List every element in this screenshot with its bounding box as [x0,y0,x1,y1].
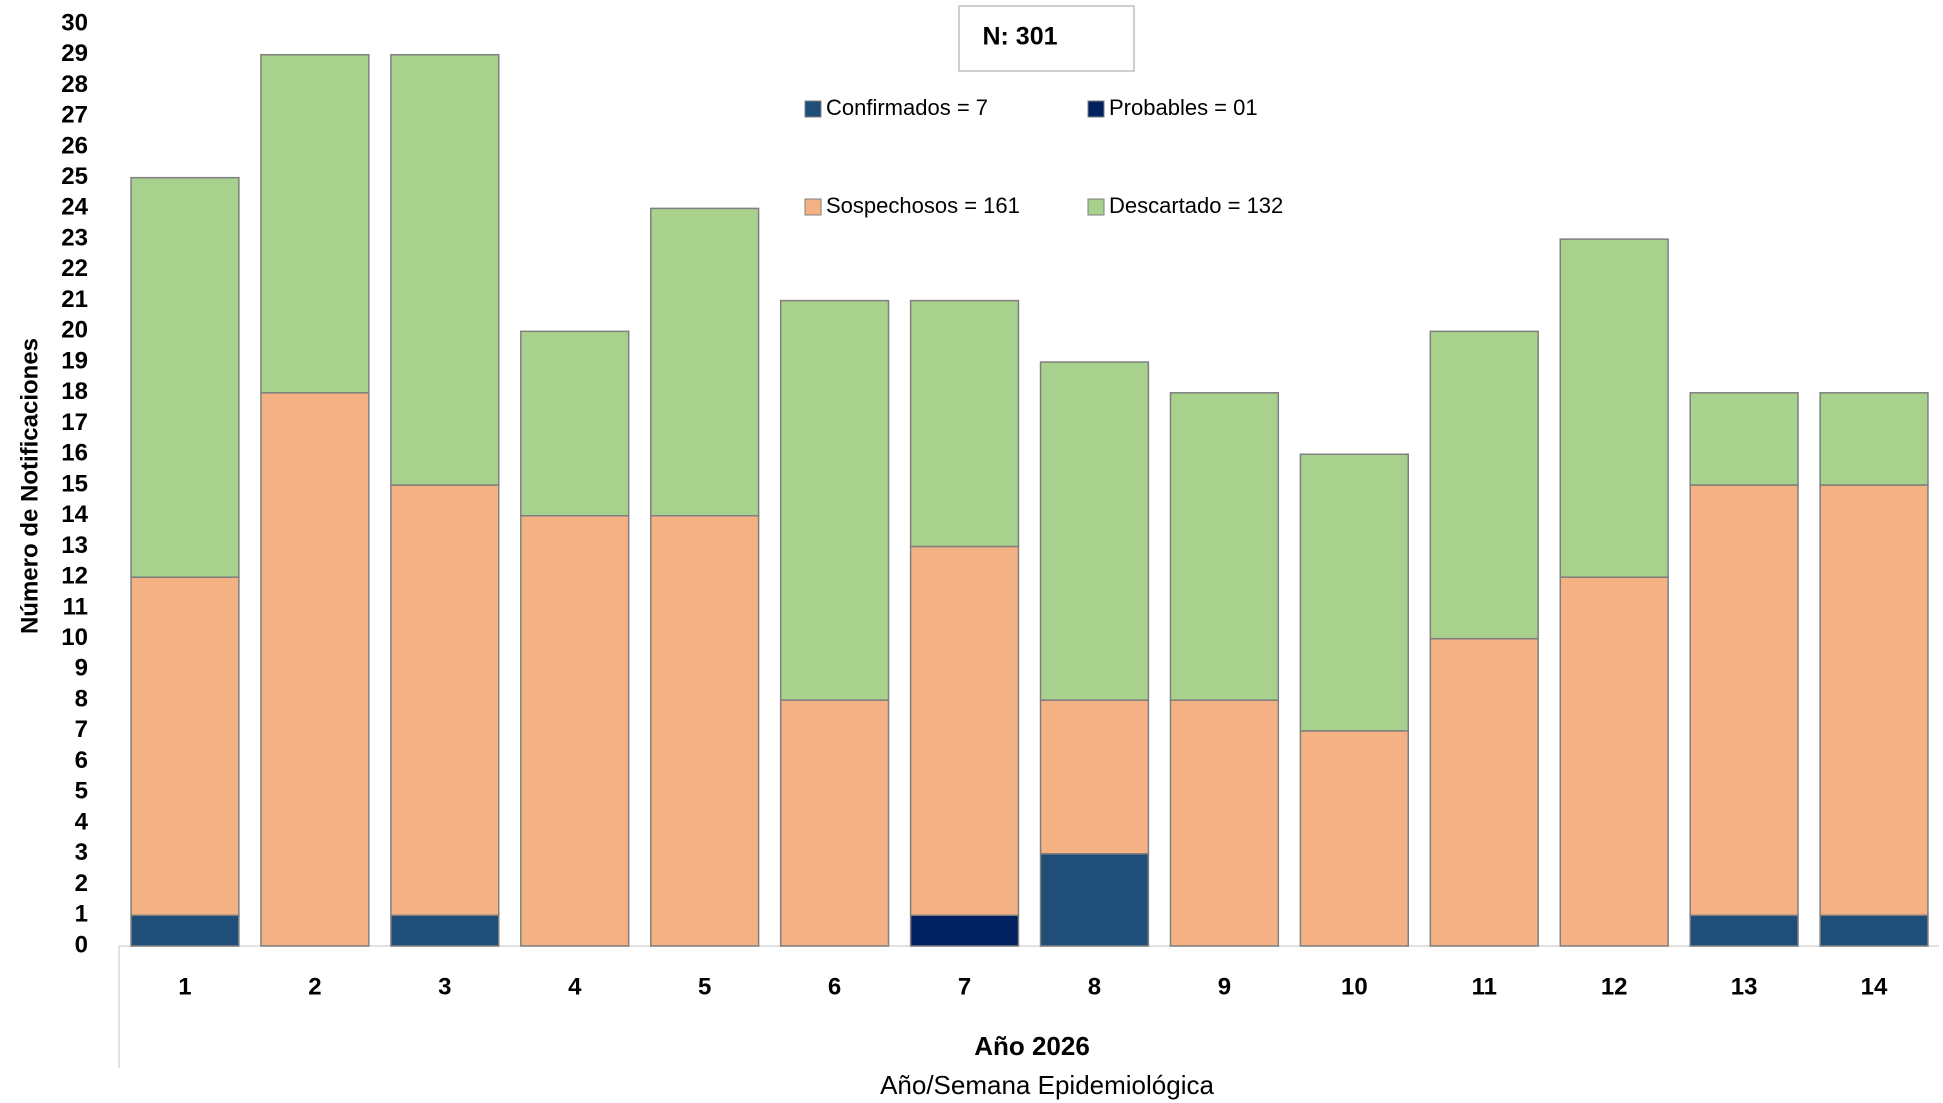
bar-segment [130,176,240,578]
y-tick-label: 23 [61,224,88,251]
y-tick-label: 20 [61,317,88,344]
y-tick-label: 22 [61,255,88,282]
y-tick-label: 18 [61,378,88,405]
y-tick-label: 17 [61,409,88,436]
legend-swatch [804,100,822,118]
x-tick-label: 8 [1088,973,1101,1000]
bar-segment [260,53,370,394]
y-tick-label: 25 [61,163,88,190]
y-tick-label: 14 [61,501,88,528]
bar-segment [1689,392,1799,486]
x-tick-label: 9 [1218,973,1231,1000]
legend-swatch [1087,100,1105,118]
y-tick-label: 16 [61,440,88,467]
y-tick-label: 28 [61,71,88,98]
y-tick-label: 13 [61,532,88,559]
x-tick-label: 14 [1861,973,1888,1000]
bar-segment [1819,484,1929,917]
bar-segment [1819,392,1929,486]
y-tick-label: 15 [61,470,88,497]
x-tick-label: 1 [178,973,191,1000]
bar-segment [1039,853,1150,947]
bar-segment [909,914,1020,947]
bar-segment [909,545,1020,917]
y-tick-label: 9 [75,655,88,682]
bar-segment [1039,361,1150,701]
bar-segment [130,914,240,947]
y-tick-label: 12 [61,563,88,590]
legend-label: Descartado = 132 [1109,193,1283,218]
bar-segment [1429,637,1539,947]
y-tick-label: 24 [61,194,88,221]
x-tick-label: 13 [1731,973,1758,1000]
x-tick-label: 12 [1601,973,1628,1000]
legend-swatch [804,198,822,216]
y-tick-label: 0 [75,931,88,958]
y-tick-label: 8 [75,685,88,712]
x-axis-title: Año 2026 [974,1031,1090,1061]
y-tick-label: 5 [75,778,88,805]
y-tick-label: 1 [75,901,88,928]
bar-segment [1559,576,1669,947]
bar-segment [909,299,1020,548]
x-tick-label: 2 [308,973,321,1000]
x-tick-label: 4 [568,973,582,1000]
bar-segment [1429,330,1539,640]
bar-segment [1169,699,1280,947]
bar-segment [1689,914,1799,947]
bar-segment [520,514,630,947]
annotation: N: 301 [982,23,1057,51]
y-tick-label: 6 [75,747,88,774]
y-tick-label: 30 [61,9,88,36]
bar-segment [390,53,500,486]
x-tick-label: 3 [438,973,451,1000]
y-tick-label: 10 [61,624,88,651]
bar-segment [1819,914,1929,947]
y-tick-label: 29 [61,40,88,67]
bar-segment [779,299,890,701]
bar-segment [1559,238,1669,578]
bar-segment [1039,699,1150,855]
y-tick-label: 26 [61,132,88,159]
y-tick-label: 21 [61,286,88,313]
x-tick-label: 7 [958,973,971,1000]
x-tick-label: 5 [698,973,711,1000]
y-tick-label: 2 [75,870,88,897]
y-tick-label: 4 [75,808,89,835]
bar-segment [650,207,760,517]
bar-segment [1299,453,1409,732]
x-tick-label: 6 [828,973,841,1000]
x-tick-label: 11 [1472,973,1497,1000]
legend-swatch [1087,198,1105,216]
bar-segment [130,576,240,917]
legend-label: Sospechosos = 161 [826,193,1020,218]
bar-segment [520,330,630,517]
bar-segment [779,699,890,947]
y-axis-title: Número de Notificaciones [16,338,43,634]
annotation-box [958,5,1135,72]
y-tick-label: 11 [63,593,88,620]
y-tick-label: 7 [75,716,88,743]
legend-label: Probables = 01 [1109,95,1258,120]
bar-segment [260,392,370,947]
bar-segment [1299,730,1409,947]
bar-segment [390,484,500,917]
x-axis-subtitle: Año/Semana Epidemiológica [880,1070,1214,1100]
y-tick-label: 27 [61,102,88,129]
bar-segment [1169,392,1280,701]
bar-segment [390,914,500,947]
bar-segment [1689,484,1799,917]
x-tick-label: 10 [1341,973,1368,1000]
bar-segment [650,514,760,947]
legend-label: Confirmados = 7 [826,95,988,120]
y-tick-label: 3 [75,839,88,866]
y-tick-label: 19 [61,347,88,374]
